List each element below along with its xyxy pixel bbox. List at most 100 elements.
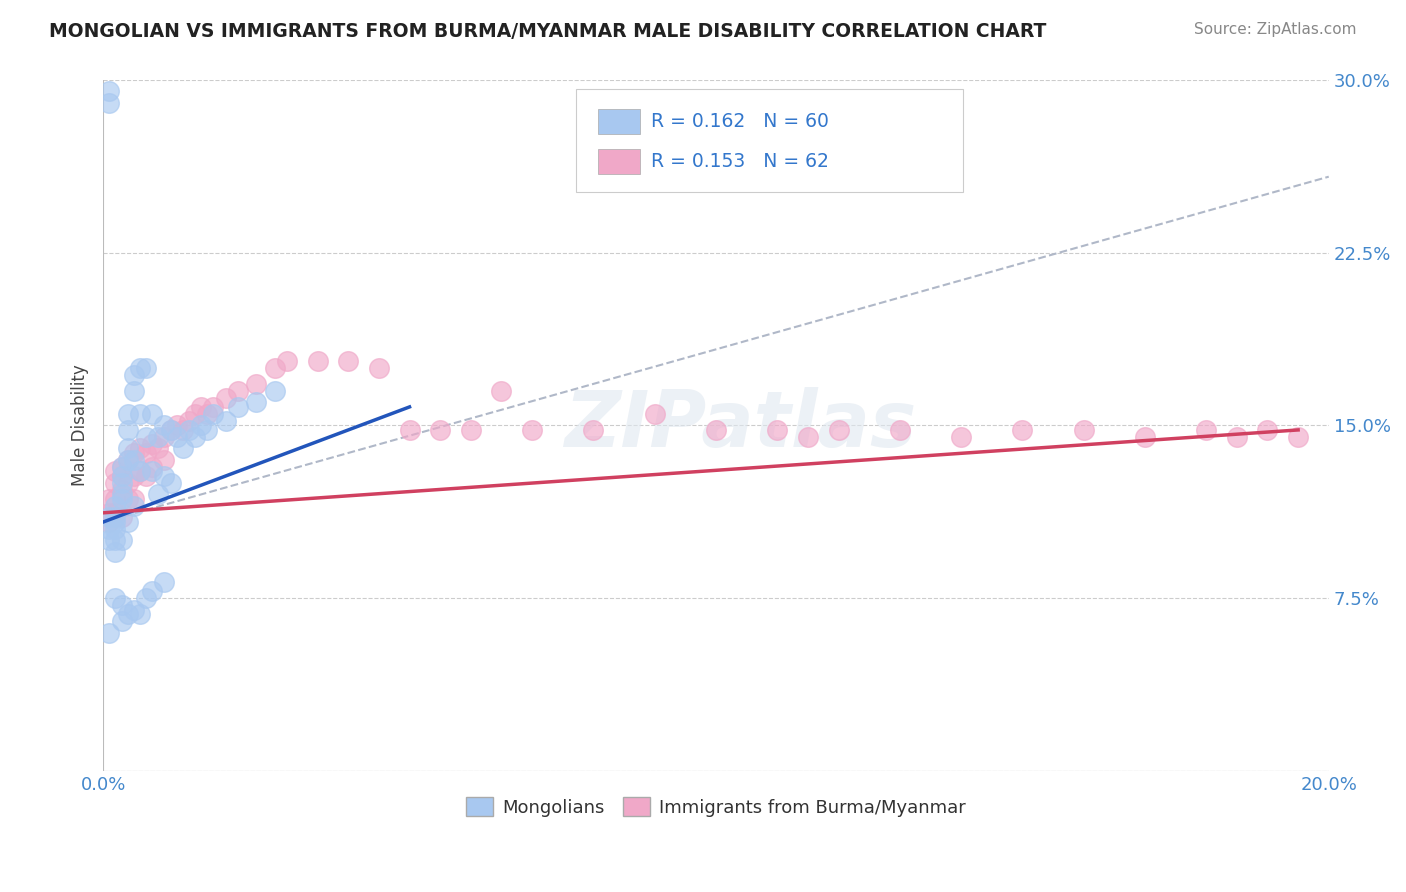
Point bbox=[110, 475, 132, 490]
Point bbox=[148, 430, 170, 444]
Point bbox=[520, 423, 543, 437]
Point bbox=[159, 423, 181, 437]
Point bbox=[172, 442, 194, 456]
Point bbox=[159, 475, 181, 490]
Point bbox=[122, 469, 145, 483]
Point bbox=[117, 423, 139, 437]
Point bbox=[122, 384, 145, 398]
Text: Source: ZipAtlas.com: Source: ZipAtlas.com bbox=[1194, 22, 1357, 37]
Point bbox=[129, 464, 152, 478]
Point bbox=[117, 607, 139, 621]
Point bbox=[98, 625, 121, 640]
Point bbox=[1073, 423, 1095, 437]
Point bbox=[98, 510, 121, 524]
Point bbox=[148, 487, 170, 501]
Point bbox=[184, 407, 207, 421]
Point bbox=[1011, 423, 1033, 437]
Point bbox=[159, 423, 181, 437]
Point bbox=[104, 533, 127, 548]
Point bbox=[117, 515, 139, 529]
Point bbox=[110, 459, 132, 474]
Point bbox=[98, 506, 121, 520]
Point bbox=[195, 407, 218, 421]
Point bbox=[117, 453, 139, 467]
Point bbox=[141, 584, 163, 599]
Y-axis label: Male Disability: Male Disability bbox=[72, 365, 89, 486]
Point bbox=[190, 400, 212, 414]
Point bbox=[110, 469, 132, 483]
Point bbox=[766, 423, 789, 437]
Point bbox=[491, 384, 513, 398]
Text: ZIPatlas: ZIPatlas bbox=[564, 387, 917, 463]
Point bbox=[117, 407, 139, 421]
Point bbox=[263, 360, 285, 375]
Point bbox=[129, 407, 152, 421]
Point bbox=[148, 442, 170, 456]
Point bbox=[226, 384, 249, 398]
Point bbox=[129, 442, 152, 456]
Point bbox=[1226, 430, 1249, 444]
Text: R = 0.153   N = 62: R = 0.153 N = 62 bbox=[651, 152, 830, 171]
Point bbox=[110, 469, 132, 483]
Point bbox=[110, 487, 132, 501]
Point bbox=[704, 423, 727, 437]
Point bbox=[110, 533, 132, 548]
Point bbox=[104, 475, 127, 490]
Point bbox=[110, 459, 132, 474]
Point bbox=[153, 574, 176, 589]
Point bbox=[190, 418, 212, 433]
Point bbox=[129, 607, 152, 621]
Point bbox=[122, 368, 145, 382]
Point bbox=[104, 491, 127, 506]
Point bbox=[153, 418, 176, 433]
Point bbox=[98, 522, 121, 536]
Point bbox=[135, 446, 157, 460]
Point bbox=[104, 545, 127, 559]
Point bbox=[110, 614, 132, 628]
Point bbox=[122, 499, 145, 513]
Point bbox=[172, 423, 194, 437]
Text: R = 0.162   N = 60: R = 0.162 N = 60 bbox=[651, 112, 830, 131]
Point bbox=[104, 591, 127, 605]
Point bbox=[177, 414, 200, 428]
Point bbox=[644, 407, 666, 421]
Point bbox=[337, 354, 360, 368]
Point bbox=[889, 423, 911, 437]
Point bbox=[135, 360, 157, 375]
Point bbox=[263, 384, 285, 398]
Point bbox=[122, 602, 145, 616]
Point bbox=[104, 515, 127, 529]
Point bbox=[202, 407, 225, 421]
Point bbox=[184, 430, 207, 444]
Point bbox=[1256, 423, 1278, 437]
Point bbox=[215, 391, 238, 405]
Point bbox=[245, 395, 267, 409]
Point bbox=[177, 423, 200, 437]
Point bbox=[135, 469, 157, 483]
Point bbox=[117, 475, 139, 490]
Point bbox=[104, 499, 127, 513]
Point bbox=[122, 491, 145, 506]
Point bbox=[1286, 430, 1309, 444]
Point bbox=[129, 360, 152, 375]
Point bbox=[104, 464, 127, 478]
Point bbox=[110, 598, 132, 612]
Point bbox=[104, 510, 127, 524]
Point bbox=[245, 376, 267, 391]
Point bbox=[226, 400, 249, 414]
Point bbox=[98, 85, 121, 99]
Point bbox=[166, 418, 188, 433]
Point bbox=[117, 453, 139, 467]
Point bbox=[950, 430, 973, 444]
Point bbox=[1195, 423, 1218, 437]
Point bbox=[582, 423, 605, 437]
Point bbox=[122, 446, 145, 460]
Point bbox=[195, 423, 218, 437]
Text: MONGOLIAN VS IMMIGRANTS FROM BURMA/MYANMAR MALE DISABILITY CORRELATION CHART: MONGOLIAN VS IMMIGRANTS FROM BURMA/MYANM… bbox=[49, 22, 1046, 41]
Point bbox=[141, 407, 163, 421]
Point bbox=[398, 423, 420, 437]
Point bbox=[117, 442, 139, 456]
Point bbox=[367, 360, 389, 375]
Point bbox=[98, 95, 121, 110]
Point bbox=[110, 483, 132, 497]
